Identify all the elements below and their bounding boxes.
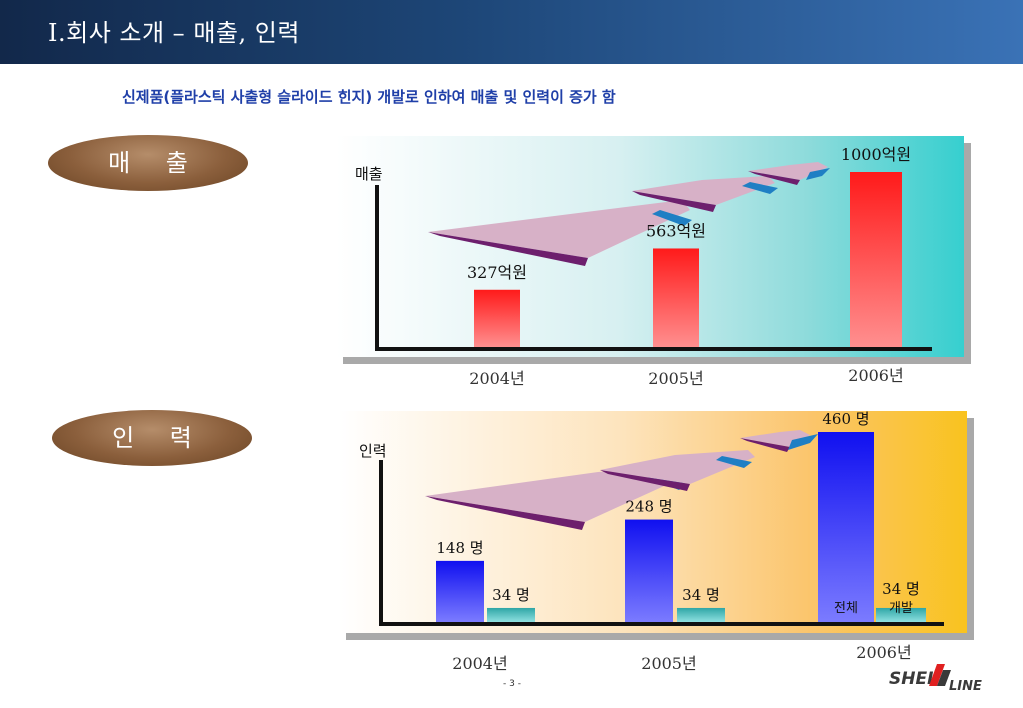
staff-value-label: 34 명 [882,580,920,598]
staff-legend-label: 전체 [834,601,858,616]
sales-bar [474,289,520,347]
header-bar: I.회사 소개 – 매출, 인력 [0,0,1023,64]
staff-bar-total [625,519,673,622]
subtitle: 신제품(플라스틱 사출형 슬라이드 힌지) 개발로 인하여 매출 및 인력이 증… [122,88,616,106]
staff-category-label: 2004년 [452,654,507,673]
staff-bar-total [436,560,484,622]
sales-category-label: 2005년 [648,369,703,388]
staff-bar-total [818,432,874,622]
staff-legend-label: 개발 [889,601,913,616]
sales-value-label: 563억원 [646,221,706,240]
staff-bar-dev [876,607,926,622]
staff-section-label: 인 력 [52,410,252,466]
sales-ylabel: 매출 [355,165,383,183]
sales-category-label: 2004년 [469,369,524,388]
page-title: I.회사 소개 – 매출, 인력 [48,19,300,47]
page-number: - 3 - [503,679,521,689]
sales-category-label: 2006년 [848,366,903,385]
sales-bar [850,172,902,347]
staff-bar-dev [677,607,725,622]
sales-value-label: 327억원 [467,263,527,282]
staff-value-label: 34 명 [682,586,720,604]
staff-category-label: 2006년 [856,643,911,662]
svg-text:SHEL: SHEL [889,669,938,689]
staff-value-label: 248 명 [625,498,672,516]
staff-category-label: 2005년 [641,654,696,673]
sales-section-label: 매 출 [48,135,248,191]
svg-text:LINE: LINE [949,679,982,694]
staff-value-label: 34 명 [492,586,530,604]
staff-value-label: 148 명 [436,539,483,557]
shell-line-logo: SHEL LINE [889,664,982,694]
staff-value-label: 460 명 [822,410,869,428]
staff-growth-arrow [425,430,818,530]
sales-growth-arrow [428,162,830,266]
staff-bar-dev [487,607,535,622]
sales-value-label: 1000억원 [841,145,911,164]
staff-ylabel: 인력 [359,442,387,460]
sales-bar [653,248,699,347]
